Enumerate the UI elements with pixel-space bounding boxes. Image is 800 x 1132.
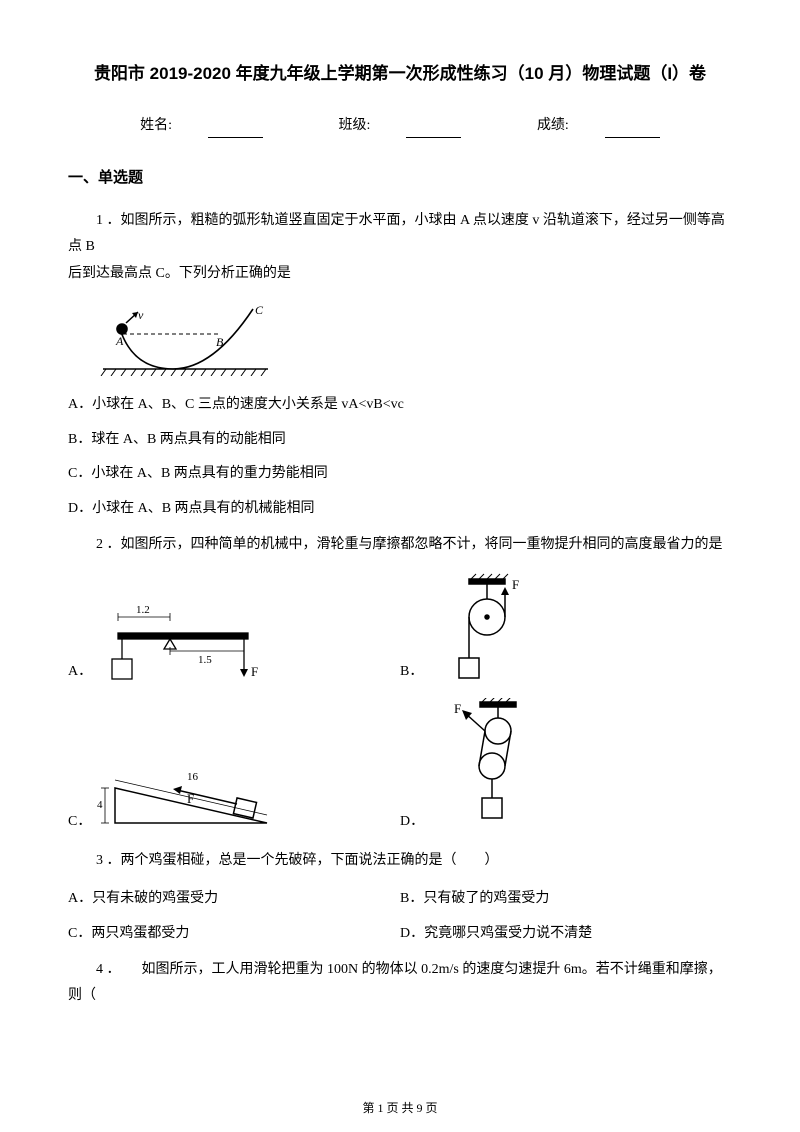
svg-text:16: 16 (187, 771, 199, 783)
svg-text:1.5: 1.5 (198, 654, 212, 666)
q2-label-a: A． (68, 661, 92, 687)
svg-text:4: 4 (97, 799, 103, 811)
page-title: 贵阳市 2019-2020 年度九年级上学期第一次形成性练习（10 月）物理试题… (68, 60, 732, 87)
q3-opt-d: D．究竟哪只鸡蛋受力说不清楚 (400, 923, 732, 945)
svg-text:F: F (251, 664, 258, 679)
svg-text:F: F (454, 701, 461, 716)
q2-fig-d: F (430, 698, 550, 838)
q2-fig-c: 4 16 F (97, 748, 287, 838)
q1-stem: 1 ．如图所示，粗糙的弧形轨道竖直固定于水平面，小球由 A 点以速度 v 沿轨道… (68, 208, 732, 288)
q2-label-b: B． (400, 661, 423, 687)
page-footer: 第 1 页 共 9 页 (0, 1099, 800, 1118)
q2-label-d: D． (400, 811, 424, 837)
q4-stem: 4 ． 如图所示，工人用滑轮把重为 100N 的物体以 0.2m/s 的速度匀速… (68, 957, 732, 1010)
q1-opt-a: A．小球在 A、B、C 三点的速度大小关系是 vA<vB<vc (68, 394, 732, 416)
q3-opt-b: B．只有破了的鸡蛋受力 (400, 888, 732, 910)
q1-opt-d: D．小球在 A、B 两点具有的机械能相同 (68, 498, 732, 520)
svg-text:C: C (255, 303, 264, 317)
svg-text:F: F (187, 791, 194, 806)
q1-options: A．小球在 A、B、C 三点的速度大小关系是 vA<vB<vc B．球在 A、B… (68, 394, 732, 520)
svg-text:B: B (216, 335, 224, 349)
q1-figure: A v B C (98, 301, 273, 376)
section-1-heading: 一、单选题 (68, 166, 732, 190)
class-label: 班级: (321, 118, 480, 133)
q2-fig-a: 1.2 1.5 F (98, 593, 273, 688)
q3-opt-a: A．只有未破的鸡蛋受力 (68, 888, 400, 910)
score-label: 成绩: (519, 118, 678, 133)
q2-label-c: C． (68, 811, 91, 837)
q3-opt-c: C．两只鸡蛋都受力 (68, 923, 400, 945)
svg-text:1.2: 1.2 (136, 604, 150, 616)
name-label: 姓名: (122, 118, 281, 133)
q2-stem: 2 ．如图所示，四种简单的机械中，滑轮重与摩擦都忽略不计，将同一重物提升相同的高… (68, 532, 732, 559)
svg-text:F: F (512, 577, 519, 592)
svg-text:A: A (115, 334, 124, 348)
q1-opt-c: C．小球在 A、B 两点具有的重力势能相同 (68, 463, 732, 485)
svg-text:v: v (138, 308, 144, 322)
q3-options: A．只有未破的鸡蛋受力 B．只有破了的鸡蛋受力 C．两只鸡蛋都受力 D．究竟哪只… (68, 888, 732, 957)
q1-opt-b: B．球在 A、B 两点具有的动能相同 (68, 429, 732, 451)
q3-stem: 3 ．两个鸡蛋相碰，总是一个先破碎，下面说法正确的是（ ） (68, 848, 732, 875)
meta-row: 姓名: 班级: 成绩: (68, 115, 732, 137)
q2-fig-b: F (429, 573, 549, 688)
q2-figures: A． 1.2 1.5 F (68, 573, 732, 848)
